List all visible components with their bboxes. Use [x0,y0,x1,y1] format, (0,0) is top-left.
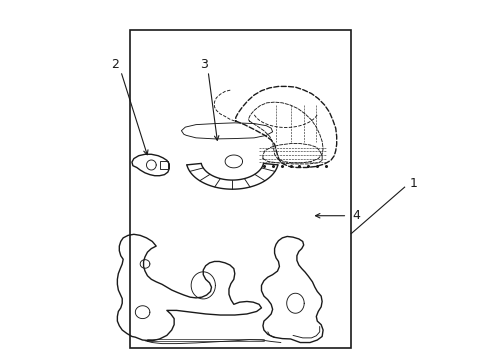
Text: 3: 3 [200,58,207,72]
Text: 4: 4 [351,209,359,222]
Bar [130,30,350,348]
Bar [159,161,168,168]
Text: 1: 1 [408,177,416,190]
Text: 2: 2 [111,58,119,72]
